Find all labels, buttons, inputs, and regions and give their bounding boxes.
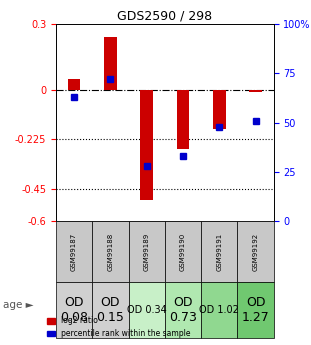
Bar: [104, 37, 117, 90]
Bar: [68, 79, 81, 90]
Text: GSM99192: GSM99192: [253, 233, 258, 271]
Title: GDS2590 / 298: GDS2590 / 298: [117, 10, 212, 23]
FancyBboxPatch shape: [128, 221, 165, 282]
FancyBboxPatch shape: [56, 282, 92, 338]
Text: GSM99190: GSM99190: [180, 233, 186, 271]
Text: OD
0.08: OD 0.08: [60, 296, 88, 324]
Text: OD
1.27: OD 1.27: [242, 296, 269, 324]
FancyBboxPatch shape: [165, 221, 201, 282]
Text: OD 0.34: OD 0.34: [127, 305, 167, 315]
Text: age ►: age ►: [3, 300, 34, 310]
FancyBboxPatch shape: [56, 221, 92, 282]
FancyBboxPatch shape: [92, 282, 128, 338]
FancyBboxPatch shape: [128, 282, 165, 338]
Text: GSM99191: GSM99191: [216, 233, 222, 271]
FancyBboxPatch shape: [92, 221, 128, 282]
Legend: log2 ratio, percentile rank within the sample: log2 ratio, percentile rank within the s…: [44, 313, 194, 341]
Bar: [249, 90, 262, 92]
FancyBboxPatch shape: [237, 282, 274, 338]
FancyBboxPatch shape: [165, 282, 201, 338]
FancyBboxPatch shape: [201, 282, 237, 338]
Bar: [140, 90, 153, 199]
Text: GSM99188: GSM99188: [107, 233, 114, 271]
Text: GSM99187: GSM99187: [71, 233, 77, 271]
Bar: [177, 90, 189, 149]
FancyBboxPatch shape: [237, 221, 274, 282]
Bar: [213, 90, 225, 129]
Text: OD
0.15: OD 0.15: [96, 296, 124, 324]
Text: OD
0.73: OD 0.73: [169, 296, 197, 324]
Text: GSM99189: GSM99189: [144, 233, 150, 271]
Text: OD 1.02: OD 1.02: [199, 305, 239, 315]
FancyBboxPatch shape: [201, 221, 237, 282]
